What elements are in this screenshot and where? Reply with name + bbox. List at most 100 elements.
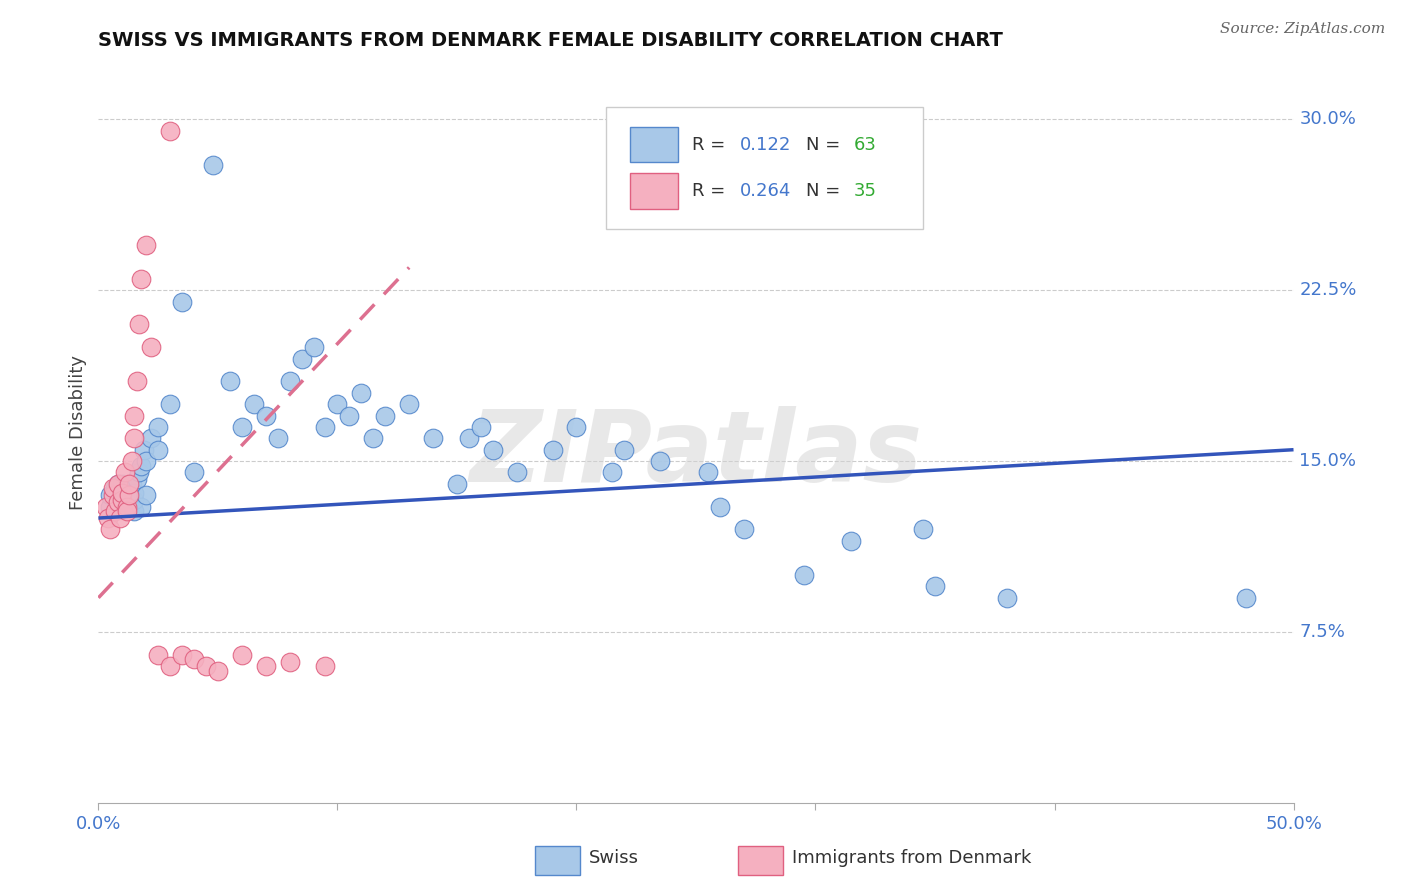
Point: [541, 442, 564, 457]
Point: [124, 431, 146, 445]
Point: [172, 648, 194, 662]
Point: [302, 340, 325, 354]
Point: [231, 420, 253, 434]
Point: [124, 409, 146, 423]
Point: [94, 500, 117, 514]
Point: [159, 124, 181, 138]
Text: Immigrants from Denmark: Immigrants from Denmark: [792, 849, 1031, 867]
Point: [422, 431, 444, 445]
Point: [613, 442, 636, 457]
Text: SWISS VS IMMIGRANTS FROM DENMARK FEMALE DISABILITY CORRELATION CHART: SWISS VS IMMIGRANTS FROM DENMARK FEMALE …: [98, 30, 1004, 50]
Point: [128, 466, 150, 480]
Point: [278, 655, 301, 669]
FancyBboxPatch shape: [606, 107, 922, 229]
Point: [326, 397, 349, 411]
Point: [124, 486, 146, 500]
Point: [202, 158, 225, 172]
Text: Source: ZipAtlas.com: Source: ZipAtlas.com: [1219, 22, 1385, 37]
Point: [118, 476, 141, 491]
Point: [267, 431, 290, 445]
Point: [111, 492, 134, 507]
Point: [148, 648, 170, 662]
FancyBboxPatch shape: [738, 847, 783, 875]
Point: [924, 579, 946, 593]
Point: [115, 482, 138, 496]
Text: Swiss: Swiss: [589, 849, 638, 867]
Text: R =: R =: [692, 182, 731, 201]
Point: [254, 409, 277, 423]
Point: [107, 476, 129, 491]
Point: [374, 409, 396, 423]
Point: [108, 511, 131, 525]
Point: [350, 385, 373, 400]
Point: [195, 659, 218, 673]
Text: 0.264: 0.264: [740, 182, 792, 201]
Point: [139, 340, 162, 354]
Point: [98, 500, 122, 514]
Point: [104, 504, 127, 518]
Point: [1234, 591, 1257, 605]
FancyBboxPatch shape: [534, 847, 581, 875]
Point: [121, 454, 143, 468]
Point: [159, 659, 181, 673]
Point: [339, 409, 361, 423]
Point: [131, 500, 153, 514]
Point: [135, 488, 157, 502]
Point: [139, 431, 162, 445]
Point: [115, 495, 138, 509]
Point: [114, 466, 136, 480]
Point: [124, 504, 146, 518]
Text: 35: 35: [853, 182, 877, 201]
Point: [291, 351, 314, 366]
Point: [104, 482, 127, 496]
Point: [315, 420, 337, 434]
Point: [398, 397, 420, 411]
Point: [118, 488, 141, 502]
Point: [911, 523, 934, 537]
Point: [183, 466, 205, 480]
Point: [107, 476, 129, 491]
Point: [131, 272, 153, 286]
Point: [101, 482, 124, 496]
Point: [124, 492, 146, 507]
Point: [602, 466, 624, 480]
Text: 30.0%: 30.0%: [1299, 111, 1357, 128]
Point: [219, 375, 242, 389]
Point: [111, 486, 134, 500]
Text: R =: R =: [692, 136, 731, 153]
Point: [125, 472, 148, 486]
Point: [132, 442, 155, 457]
Point: [128, 318, 150, 332]
Point: [159, 397, 181, 411]
Point: [697, 466, 720, 480]
Point: [97, 511, 120, 525]
Text: 15.0%: 15.0%: [1299, 452, 1357, 470]
Text: N =: N =: [806, 182, 846, 201]
Point: [733, 523, 755, 537]
Point: [506, 466, 529, 480]
Point: [565, 420, 588, 434]
Point: [841, 533, 863, 548]
Point: [207, 664, 229, 678]
Point: [458, 431, 481, 445]
Point: [118, 488, 141, 502]
Point: [278, 375, 301, 389]
Point: [111, 476, 134, 491]
FancyBboxPatch shape: [630, 173, 678, 209]
Point: [995, 591, 1018, 605]
Point: [243, 397, 266, 411]
Point: [315, 659, 337, 673]
Point: [135, 454, 157, 468]
Point: [148, 420, 170, 434]
Point: [648, 454, 672, 468]
Text: 0.122: 0.122: [740, 136, 792, 153]
Point: [111, 483, 134, 498]
Point: [125, 375, 148, 389]
Point: [793, 568, 815, 582]
Y-axis label: Female Disability: Female Disability: [69, 355, 87, 510]
Point: [107, 495, 129, 509]
Point: [135, 237, 157, 252]
Point: [98, 523, 122, 537]
Point: [172, 294, 194, 309]
Point: [111, 488, 134, 502]
